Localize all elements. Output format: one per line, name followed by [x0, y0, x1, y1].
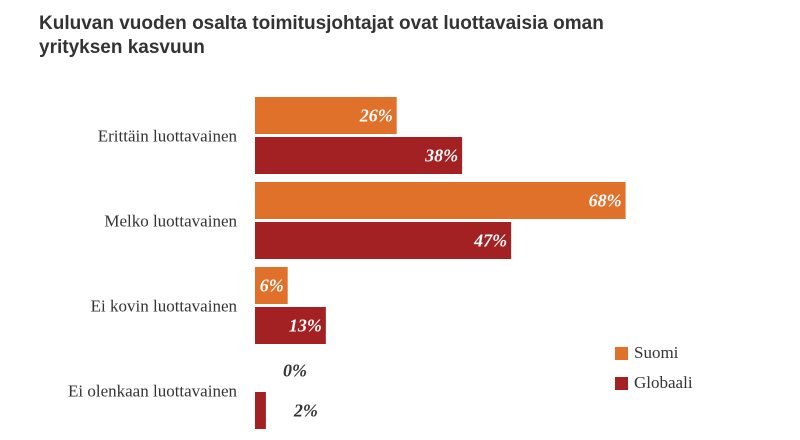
- bar-label-globaali-ei-kovin-luottavainen: 13%: [289, 316, 322, 336]
- bar-label-globaali-melko-luottavainen: 47%: [473, 231, 507, 251]
- bar-suomi-ei-kovin-luottavainen: [255, 267, 288, 304]
- category-label-melko-luottavainen: Melko luottavainen: [104, 212, 237, 231]
- bar-globaali-melko-luottavainen: [255, 222, 512, 259]
- bar-suomi-erittain-luottavainen: [255, 97, 397, 134]
- chart-title: Kuluvan vuoden osalta toimitusjohtajat o…: [39, 13, 604, 58]
- category-label-erittain-luottavainen: Erittäin luottavainen: [98, 127, 238, 146]
- bar-label-globaali-erittain-luottavainen: 38%: [424, 146, 458, 166]
- bar-globaali-ei-olenkaan-luottavainen: [255, 392, 266, 429]
- category-label-ei-kovin-luottavainen: Ei kovin luottavainen: [91, 297, 238, 316]
- bars-layer: [255, 97, 626, 429]
- legend-label-globaali: Globaali: [634, 373, 693, 392]
- legend-swatch-suomi: [615, 346, 628, 360]
- legend-swatch-globaali: [615, 376, 628, 390]
- bar-label-suomi-ei-kovin-luottavainen: 6%: [260, 276, 284, 296]
- legend-label-suomi: Suomi: [634, 343, 679, 362]
- bar-globaali-ei-kovin-luottavainen: [255, 307, 326, 344]
- category-label-ei-olenkaan-luottavainen: Ei olenkaan luottavainen: [68, 382, 237, 401]
- labels-layer: Erittäin luottavainen 26% 38% Melko luottav…: [68, 106, 622, 421]
- bar-label-suomi-ei-olenkaan-luottavainen: 0%: [283, 361, 307, 381]
- bar-globaali-erittain-luottavainen: [255, 137, 463, 174]
- bar-suomi-melko-luottavainen: [255, 182, 626, 219]
- legend-item-suomi: Suomi: [615, 343, 693, 363]
- bar-label-suomi-melko-luottavainen: 68%: [589, 191, 622, 211]
- bar-label-globaali-ei-olenkaan-luottavainen: 2%: [293, 401, 318, 421]
- bar-label-suomi-erittain-luottavainen: 26%: [359, 106, 393, 126]
- legend: Suomi Globaali: [615, 343, 693, 403]
- legend-item-globaali: Globaali: [615, 373, 693, 393]
